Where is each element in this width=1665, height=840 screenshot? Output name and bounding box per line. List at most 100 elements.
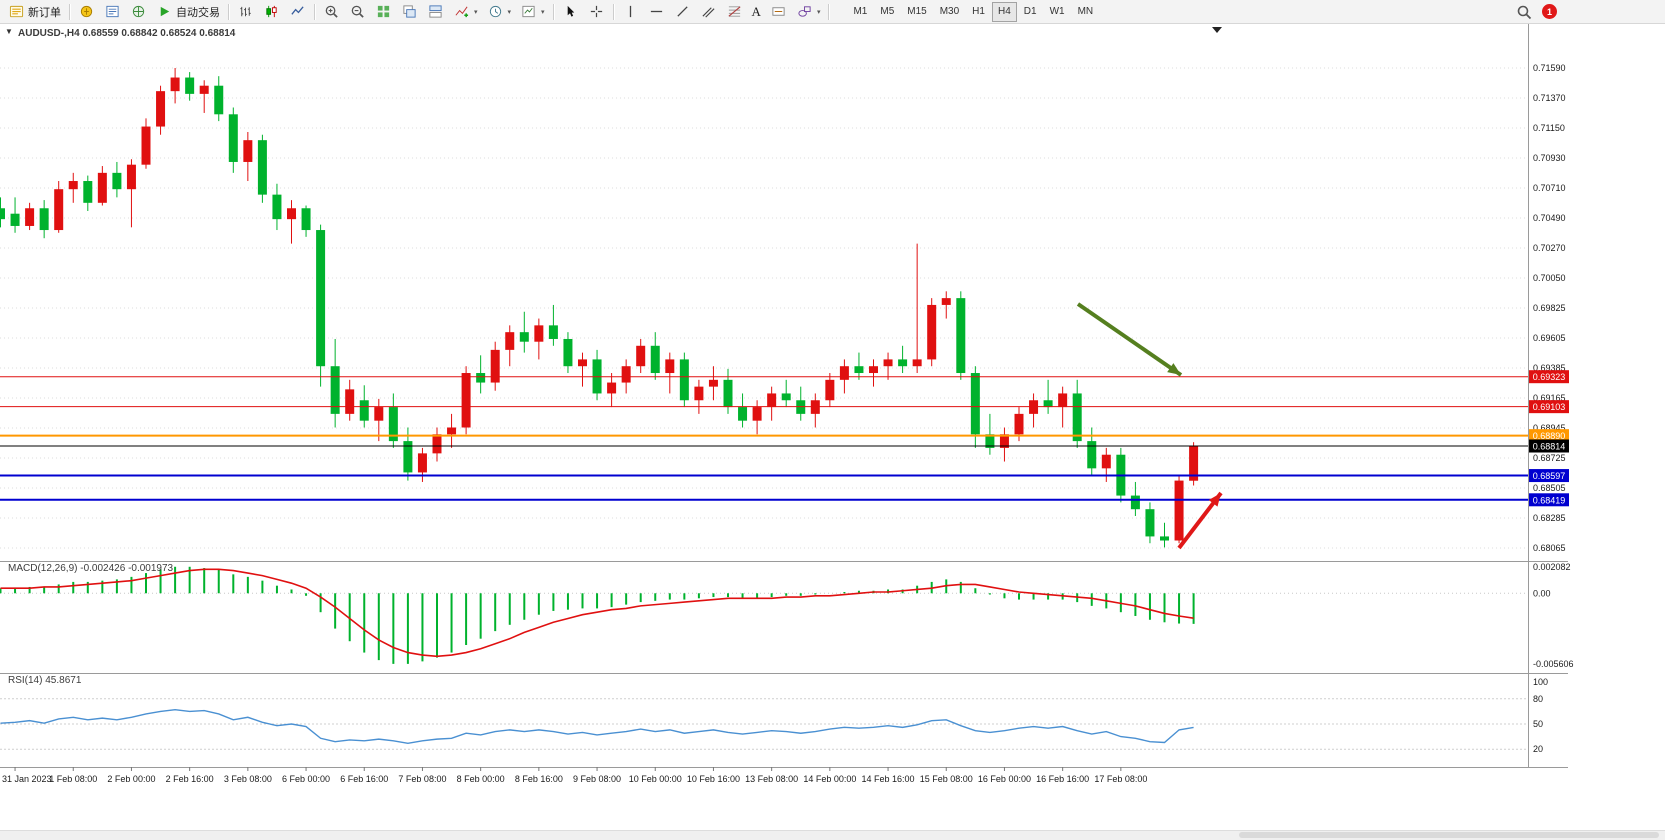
red-up-arrow[interactable] (1177, 491, 1223, 550)
market-watch-button[interactable] (74, 1, 99, 23)
time-axis-label: 8 Feb 16:00 (515, 774, 563, 784)
clock-icon (487, 3, 504, 20)
price-axis-label[interactable]: 0.71370 (1533, 93, 1566, 103)
data-window-icon (104, 3, 121, 20)
price-axis-label[interactable]: 0.68065 (1533, 543, 1566, 553)
templates-icon (520, 3, 537, 20)
price-axis-label[interactable]: 0.71150 (1533, 123, 1565, 133)
timeframe-buttons: M1 M5 M15 M30 H1 H4 D1 W1 MN (847, 1, 1099, 22)
toolbar-separator (828, 3, 830, 20)
zoom-out-icon (349, 3, 366, 20)
templates-button[interactable]: ▾ (516, 1, 549, 23)
price-axis-label[interactable]: 0.69825 (1533, 303, 1566, 313)
line-chart-icon (289, 3, 306, 20)
timeframe-m15[interactable]: M15 (907, 6, 927, 17)
fibonacci-button[interactable] (722, 1, 747, 23)
time-axis-label: 8 Feb 00:00 (457, 774, 505, 784)
time-axis-label: 15 Feb 08:00 (920, 774, 973, 784)
price-axis-label[interactable]: 0.68505 (1533, 483, 1566, 493)
auto-trading-label: 自动交易 (176, 6, 220, 19)
scrollbar-thumb[interactable] (1239, 832, 1659, 838)
stack-windows-button[interactable] (423, 1, 448, 23)
macd-panel: 0.002082 0.00 -0.005606 (0, 562, 1574, 669)
crosshair-button[interactable] (584, 1, 609, 23)
navigator-button[interactable] (126, 1, 151, 23)
autotrading-play-icon (156, 3, 173, 20)
shapes-icon (796, 3, 813, 20)
timeframe-m1[interactable]: M1 (853, 6, 868, 17)
horizontal-line-button[interactable] (644, 1, 669, 23)
new-order-button[interactable]: 新订单 (4, 1, 65, 23)
macd-axis-label: 0.00 (1533, 588, 1551, 598)
shapes-tool-button[interactable]: ▾ (792, 1, 825, 23)
time-axis-label: 1 Feb 08:00 (49, 774, 97, 784)
timeframe-m5[interactable]: M5 (880, 6, 895, 17)
zoom-out-button[interactable] (345, 1, 370, 23)
indicators-button[interactable]: ▾ (449, 1, 482, 23)
timeframe-m30[interactable]: M30 (939, 6, 960, 17)
timeframe-h4[interactable]: H4 (991, 1, 1017, 22)
timeframe-mn[interactable]: MN (1077, 6, 1094, 17)
price-tag (1529, 370, 1569, 384)
chart-shift-marker[interactable] (1212, 27, 1222, 33)
channel-button[interactable] (696, 1, 721, 23)
main-toolbar: 新订单 自动交易 (0, 0, 1665, 24)
time-axis-label: 31 Jan 2023 (2, 774, 52, 784)
search-icon[interactable] (1515, 3, 1532, 20)
label-icon (770, 3, 787, 20)
line-chart-button[interactable] (285, 1, 310, 23)
auto-trading-button[interactable]: 自动交易 (152, 1, 224, 23)
price-tag (1529, 429, 1569, 443)
data-window-button[interactable] (100, 1, 125, 23)
timeframe-d1[interactable]: D1 (1023, 6, 1037, 17)
stack-windows-icon (427, 3, 444, 20)
price-grid: 0.71590 0.71370 0.71150 0.70930 0.70710 0.704… (0, 63, 1566, 553)
time-axis-label: 10 Feb 16:00 (687, 774, 740, 784)
vertical-line-button[interactable] (618, 1, 643, 23)
price-axis-label[interactable]: 0.68725 (1533, 453, 1566, 463)
macd-axis-label: -0.005606 (1533, 659, 1574, 669)
zoom-in-button[interactable] (319, 1, 344, 23)
price-axis-label[interactable]: 0.70050 (1533, 273, 1566, 283)
cursor-button[interactable] (558, 1, 583, 23)
toolbar-separator (69, 3, 70, 20)
dropdown-caret: ▾ (541, 8, 545, 16)
price-axis-label[interactable]: 0.69165 (1533, 393, 1566, 403)
time-axis-label: 3 Feb 08:00 (224, 774, 272, 784)
timeframe-w1[interactable]: W1 (1049, 6, 1065, 17)
toolbar-separator (612, 3, 614, 20)
cascade-windows-button[interactable] (397, 1, 422, 23)
one-click-trading-toggle[interactable]: ▼ (5, 27, 13, 36)
tile-windows-button[interactable] (371, 1, 396, 23)
trendline-button[interactable] (670, 1, 695, 23)
price-axis-label[interactable]: 0.68285 (1533, 513, 1566, 523)
price-axis-label[interactable]: 0.70490 (1533, 213, 1566, 223)
bar-chart-button[interactable] (233, 1, 258, 23)
periods-button[interactable]: ▾ (483, 1, 516, 23)
text-tool-icon: A (751, 4, 761, 19)
green-trend-arrow[interactable] (1076, 302, 1183, 377)
candlestick-chart-button[interactable] (259, 1, 284, 23)
horizontal-scrollbar[interactable] (0, 830, 1665, 840)
price-axis-label[interactable]: 0.69385 (1533, 363, 1566, 373)
label-tool-button[interactable] (766, 1, 791, 23)
price-axis-label[interactable]: 0.71590 (1533, 63, 1566, 73)
price-axis-label[interactable]: 0.70710 (1533, 183, 1566, 193)
price-axis-label[interactable]: 0.68945 (1533, 423, 1566, 433)
timeframe-h1[interactable]: H1 (972, 6, 985, 17)
time-axis-label: 2 Feb 16:00 (166, 774, 214, 784)
price-axis-label[interactable]: 0.70930 (1533, 153, 1566, 163)
zoom-in-icon (323, 3, 340, 20)
price-tag (1529, 469, 1569, 483)
toolbar-separator (228, 3, 229, 20)
vertical-line-icon (622, 3, 639, 20)
price-axis-label[interactable]: 0.69605 (1533, 333, 1566, 343)
price-axis-label[interactable]: 0.70270 (1533, 243, 1566, 253)
channel-icon (700, 3, 717, 20)
price-tag-label: 0.69103 (1533, 402, 1566, 412)
notification-badge[interactable]: 1 (1542, 4, 1557, 19)
text-tool-button[interactable]: A (748, 1, 765, 23)
